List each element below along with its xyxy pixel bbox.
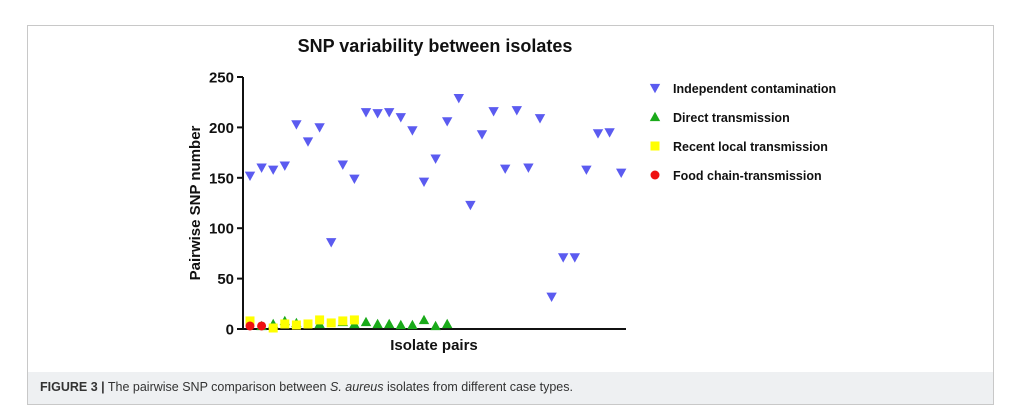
y-axis-label: Pairwise SNP number [187,125,204,280]
data-point [302,137,314,147]
legend-marker [649,83,661,94]
data-point [511,106,522,116]
figure-frame [27,25,994,405]
caption-species: S. aureus [329,380,384,394]
data-point [407,126,418,136]
legend-label: Food chain-transmission [673,169,822,183]
data-point [418,177,430,188]
data-point [384,318,395,329]
data-point [465,200,476,211]
data-point [326,318,336,328]
data-point [338,316,348,326]
y-tick-label: 150 [209,170,234,187]
data-point [315,315,325,325]
data-point [569,253,580,263]
data-point [360,108,372,118]
y-tick-label: 250 [209,70,234,87]
data-point [418,314,430,325]
data-point [395,113,406,123]
data-point [407,319,418,330]
caption-post: isolates from different case types. [383,380,573,394]
data-point [244,171,256,181]
data-point [360,316,372,327]
data-point [257,321,267,331]
data-point [500,164,511,174]
data-point [453,94,464,104]
data-point [314,123,325,133]
data-point [349,174,360,185]
y-tick-label: 50 [217,271,234,288]
chart-marks [244,94,627,333]
legend-label: Direct transmission [673,111,790,125]
data-point [372,318,383,329]
data-point [395,319,406,330]
data-point [280,319,290,329]
data-point [488,107,499,117]
legend-label: Recent local transmission [673,140,828,154]
data-point [558,253,569,263]
data-point [372,109,383,119]
data-point [349,315,359,325]
data-point [268,165,279,175]
data-point [476,130,488,140]
data-point [268,323,278,333]
data-point [279,161,290,171]
data-point [581,165,592,175]
legend-marker [649,111,661,122]
caption-band [28,372,993,404]
data-point [430,154,441,164]
legend: Independent contamination Direct transmis… [649,82,836,183]
data-point [256,163,267,173]
data-point [592,129,604,139]
data-point [534,114,546,124]
data-point [430,320,441,331]
legend-marker [650,141,660,151]
data-point [326,238,337,248]
data-point [303,319,313,329]
data-point [291,320,301,330]
x-axis-label: Isolate pairs [390,337,478,354]
y-tick-label: 0 [226,322,234,339]
figure-caption: FIGURE 3 | The pairwise SNP comparison b… [40,380,573,394]
caption-pre: The pairwise SNP comparison between [107,380,330,394]
y-tick-label: 200 [209,120,234,137]
legend-marker [650,170,660,180]
data-point [442,318,453,329]
data-point [604,128,615,138]
data-point [442,117,453,127]
data-point [546,292,557,302]
data-point [337,160,348,170]
data-point [245,316,255,326]
caption-label: FIGURE 3 | [40,380,105,394]
chart-title: SNP variability between isolates [298,36,573,56]
data-point [523,163,534,173]
data-point [245,321,255,331]
legend-label: Independent contamination [673,82,836,96]
y-tick-label: 100 [209,221,234,238]
data-point [616,168,627,178]
y-ticks: 0 50 100 150 200 250 [209,70,243,339]
data-point [291,120,302,130]
data-point [384,108,395,118]
